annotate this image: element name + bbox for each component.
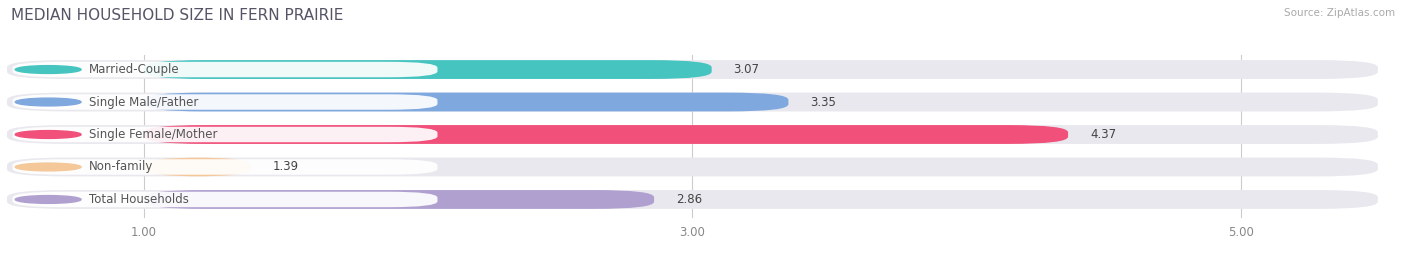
Circle shape <box>15 98 82 106</box>
Text: Total Households: Total Households <box>90 193 190 206</box>
Text: Married-Couple: Married-Couple <box>90 63 180 76</box>
FancyBboxPatch shape <box>145 125 1069 144</box>
Text: 3.07: 3.07 <box>734 63 759 76</box>
FancyBboxPatch shape <box>145 60 711 79</box>
FancyBboxPatch shape <box>13 192 437 207</box>
Text: Single Female/Mother: Single Female/Mother <box>90 128 218 141</box>
Circle shape <box>15 163 82 171</box>
FancyBboxPatch shape <box>145 190 654 209</box>
FancyBboxPatch shape <box>7 125 1378 144</box>
Text: Non-family: Non-family <box>90 161 153 174</box>
FancyBboxPatch shape <box>13 62 437 77</box>
FancyBboxPatch shape <box>13 94 437 110</box>
Text: Source: ZipAtlas.com: Source: ZipAtlas.com <box>1284 8 1395 18</box>
FancyBboxPatch shape <box>145 93 789 111</box>
FancyBboxPatch shape <box>13 159 437 175</box>
FancyBboxPatch shape <box>7 93 1378 111</box>
Circle shape <box>15 131 82 138</box>
FancyBboxPatch shape <box>7 60 1378 79</box>
Text: MEDIAN HOUSEHOLD SIZE IN FERN PRAIRIE: MEDIAN HOUSEHOLD SIZE IN FERN PRAIRIE <box>11 8 343 23</box>
Text: 3.35: 3.35 <box>810 95 837 108</box>
Circle shape <box>15 196 82 203</box>
FancyBboxPatch shape <box>13 127 437 142</box>
Text: 1.39: 1.39 <box>273 161 299 174</box>
Text: 2.86: 2.86 <box>676 193 702 206</box>
FancyBboxPatch shape <box>7 190 1378 209</box>
Text: Single Male/Father: Single Male/Father <box>90 95 198 108</box>
Text: 4.37: 4.37 <box>1090 128 1116 141</box>
Circle shape <box>15 66 82 73</box>
FancyBboxPatch shape <box>145 158 252 176</box>
FancyBboxPatch shape <box>7 158 1378 176</box>
